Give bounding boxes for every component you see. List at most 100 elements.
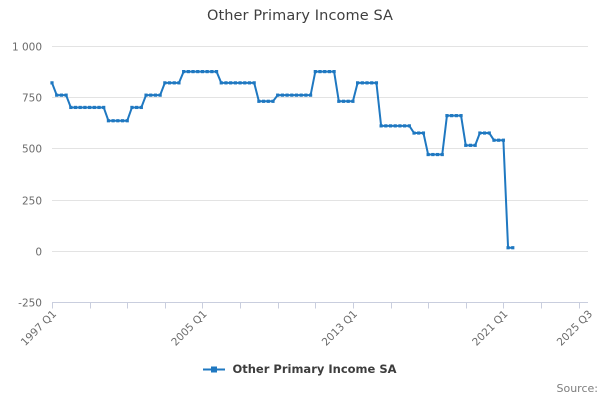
series-data-point — [332, 70, 336, 74]
series-data-point — [299, 93, 303, 97]
series-data-point — [139, 105, 143, 110]
series-data-point — [511, 246, 515, 250]
series-line — [51, 70, 513, 249]
series-data-point — [130, 105, 134, 110]
series-data-point — [196, 70, 200, 74]
series-data-point — [224, 81, 228, 85]
series-data-point — [59, 93, 63, 97]
series-data-point — [243, 81, 247, 85]
series-data-point — [501, 138, 505, 142]
series-data-point — [69, 105, 73, 110]
y-axis-tick-label: 1 000 — [12, 41, 42, 53]
y-axis-tick-label: 0 — [35, 246, 42, 258]
data-series-other-primary-income-sa[interactable] — [50, 70, 515, 250]
series-data-point — [111, 119, 115, 123]
series-data-point — [454, 114, 458, 118]
gridlines — [52, 46, 588, 252]
series-data-point — [205, 70, 209, 74]
series-data-point — [445, 114, 449, 118]
series-data-point — [417, 131, 421, 135]
series-data-point — [50, 81, 54, 85]
y-axis-tick-label: 250 — [22, 195, 42, 207]
series-data-point — [487, 131, 491, 135]
series-data-point — [421, 131, 426, 135]
series-data-point — [266, 99, 270, 103]
x-axis-tick-labels: 1997 Q1 2005 Q1 2013 Q1 2021 Q1 2025 Q3 — [19, 308, 595, 348]
series-data-point — [459, 114, 463, 118]
series-data-point — [360, 81, 364, 85]
series-data-point — [497, 138, 501, 142]
series-data-point — [219, 81, 223, 85]
series-data-point — [257, 99, 261, 103]
series-data-point — [106, 119, 111, 123]
series-data-point — [294, 93, 299, 97]
series-data-point — [506, 246, 510, 250]
series-data-point — [83, 105, 87, 110]
series-data-point — [440, 152, 444, 157]
series-data-point — [163, 81, 167, 85]
series-data-point — [384, 124, 388, 128]
series-data-point — [356, 81, 360, 85]
series-data-point — [153, 93, 158, 97]
series-data-point — [172, 81, 176, 85]
x-axis-tick-label: 2013 Q1 — [320, 308, 360, 348]
series-data-point — [247, 81, 252, 85]
series-data-point — [393, 124, 397, 128]
chart-legend[interactable]: Other Primary Income SA — [0, 362, 600, 376]
series-data-point — [144, 93, 148, 97]
series-data-point — [271, 99, 275, 103]
series-data-point — [313, 70, 317, 74]
series-data-point — [200, 70, 205, 74]
series-data-point — [379, 124, 383, 128]
series-data-point — [285, 93, 289, 97]
series-data-point — [309, 93, 313, 97]
series-data-point — [177, 81, 181, 85]
series-data-point — [229, 81, 233, 85]
y-axis-tick-labels: 1 000 750 500 250 0 -250 — [12, 41, 42, 309]
series-data-point — [464, 143, 468, 147]
legend-marker-icon — [203, 366, 226, 372]
x-axis-tick-label: 2021 Q1 — [470, 308, 510, 348]
series-data-point — [407, 124, 411, 128]
series-data-point — [426, 152, 430, 157]
series-data-point — [365, 81, 369, 85]
series-data-point — [97, 105, 101, 110]
series-data-point — [276, 93, 280, 97]
chart-title: Other Primary Income SA — [206, 8, 394, 24]
series-data-point — [341, 99, 346, 103]
plot-area: 1 000 750 500 250 0 -250 1997 Q1 2005 Q1 2013 Q… — [12, 41, 595, 348]
series-data-point — [374, 81, 379, 85]
series-data-point — [191, 70, 195, 74]
series-data-point — [492, 138, 496, 142]
series-data-point — [261, 99, 266, 103]
series-data-point — [120, 119, 125, 123]
series-data-point — [290, 93, 294, 97]
series-data-point — [214, 70, 219, 74]
series-data-point — [346, 99, 350, 103]
series-data-point — [351, 99, 355, 103]
series-data-point — [388, 124, 393, 128]
y-axis-tick-label: -250 — [18, 297, 42, 309]
series-data-point — [116, 119, 120, 123]
series-data-point — [158, 93, 162, 97]
series-data-point — [473, 143, 477, 147]
source-note: Source: — [556, 382, 599, 395]
series-data-point — [435, 152, 440, 157]
series-data-point — [73, 105, 78, 110]
series-data-point — [233, 81, 237, 85]
series-data-point — [78, 105, 82, 110]
series-data-point — [318, 70, 322, 74]
series-data-point — [55, 93, 59, 97]
series-data-point — [478, 131, 482, 135]
series-data-point — [88, 105, 92, 110]
series-data-point — [210, 70, 214, 74]
y-axis-tick-label: 750 — [22, 92, 42, 104]
series-data-point — [135, 105, 139, 110]
series-data-point — [252, 81, 256, 85]
x-axis — [52, 302, 588, 309]
series-data-point — [182, 70, 186, 74]
series-data-point — [280, 93, 284, 97]
legend-item-label: Other Primary Income SA — [232, 362, 397, 376]
series-data-point — [167, 81, 172, 85]
